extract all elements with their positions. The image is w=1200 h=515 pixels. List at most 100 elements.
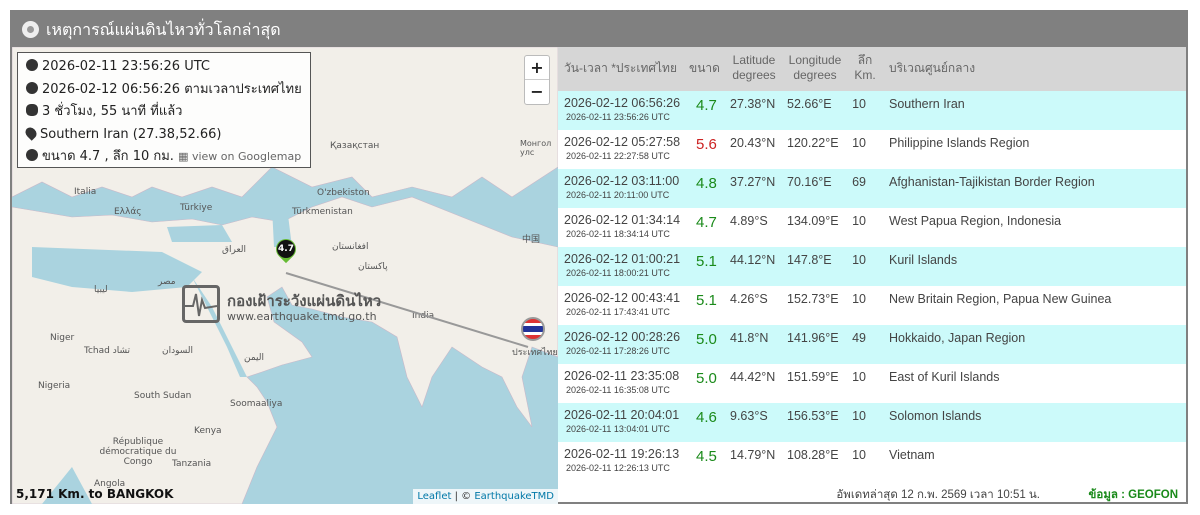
map-label: العراق: [222, 245, 247, 255]
thai-time: 2026-02-11 19:26:13: [564, 447, 680, 461]
event-info-box: 2026-02-11 23:56:26 UTC 2026-02-12 06:56…: [17, 52, 311, 168]
utc-time: 2026-02-11 23:56:26 UTC: [566, 112, 670, 122]
zoom-out-button[interactable]: −: [530, 82, 544, 101]
region: New Britain Region, Papua New Guinea: [889, 292, 1112, 306]
thailand-flag-marker-icon[interactable]: [521, 317, 545, 341]
longitude: 120.22°E: [787, 136, 839, 150]
latitude: 44.42°N: [730, 370, 776, 384]
depth: 10: [852, 253, 866, 267]
longitude: 151.59°E: [787, 370, 839, 384]
depth: 49: [852, 331, 866, 345]
map-label: اليمن: [244, 353, 265, 363]
magnitude: 4.8: [696, 175, 717, 192]
map-label: République démocratique du Congo: [99, 437, 177, 467]
map-label: Türkmenistan: [292, 207, 353, 217]
googlemap-link-label[interactable]: view on Googlemap: [191, 150, 302, 163]
map-label: Kenya: [194, 426, 222, 436]
map-label: ليبيا: [94, 285, 108, 295]
longitude: 147.8°E: [787, 253, 832, 267]
table-row[interactable]: 2026-02-12 01:00:21 2026-02-11 18:00:21 U…: [558, 247, 1186, 286]
thai-time: 2026-02-11 23:35:08: [564, 369, 680, 383]
earthquaketmd-link[interactable]: EarthquakeTMD: [474, 491, 554, 502]
earthquake-table: วัน-เวลา *ประเทศไทย ขนาด Latitude degree…: [558, 47, 1186, 504]
magnitude: 5.0: [696, 331, 717, 348]
col-depth: ลึก Km.: [854, 53, 876, 82]
depth: 10: [852, 370, 866, 384]
seismograph-icon: [182, 285, 220, 323]
table-row[interactable]: 2026-02-12 03:11:00 2026-02-11 20:11:00 U…: [558, 169, 1186, 208]
watermark-title: กองเฝ้าระวังแผ่นดินไหว: [227, 292, 382, 310]
utc-time: 2026-02-11 17:43:41 UTC: [566, 307, 670, 317]
table-row[interactable]: 2026-02-12 05:27:58 2026-02-11 22:27:58 U…: [558, 130, 1186, 169]
depth: 10: [852, 97, 866, 111]
map-attribution: Leaflet | © EarthquakeTMD: [413, 489, 558, 504]
latitude: 41.8°N: [730, 331, 769, 345]
latitude: 9.63°S: [730, 409, 768, 423]
depth: 10: [852, 448, 866, 462]
watermark-url: www.earthquake.tmd.go.th: [227, 310, 377, 323]
table-row[interactable]: 2026-02-12 00:28:26 2026-02-11 17:28:26 U…: [558, 325, 1186, 364]
table-row[interactable]: 2026-02-12 00:43:41 2026-02-11 17:43:41 U…: [558, 286, 1186, 325]
latitude: 14.79°N: [730, 448, 776, 462]
map-label: Қазақстан: [330, 141, 380, 151]
map-label: Italia: [74, 187, 97, 197]
map-label: Türkiye: [180, 203, 213, 213]
depth: 69: [852, 175, 866, 189]
longitude: 52.66°E: [787, 97, 832, 111]
region: Hokkaido, Japan Region: [889, 331, 1026, 345]
elapsed-time: 3 ชั่วโมง, 55 นาที ที่แล้ว: [42, 104, 183, 119]
depth: 10: [852, 292, 866, 306]
table-row[interactable]: 2026-02-11 23:35:08 2026-02-11 16:35:08 U…: [558, 364, 1186, 403]
longitude: 156.53°E: [787, 409, 839, 423]
location: Southern Iran (27.38,52.66): [40, 126, 222, 142]
col-datetime: วัน-เวลา *ประเทศไทย: [564, 61, 677, 75]
region: Solomon Islands: [889, 409, 982, 423]
latitude: 20.43°N: [730, 136, 776, 150]
map-label: O'zbekiston: [317, 188, 370, 198]
latitude: 44.12°N: [730, 253, 776, 267]
table-row[interactable]: 2026-02-11 20:04:01 2026-02-11 13:04:01 U…: [558, 403, 1186, 442]
thai-time: 2026-02-12 00:43:41: [564, 291, 681, 305]
utc-time: 2026-02-11 20:11:00 UTC: [566, 190, 670, 200]
map-label: Soomaaliya: [230, 399, 283, 409]
clock-icon: [26, 59, 38, 71]
col-region: บริเวณศูนย์กลาง: [889, 61, 976, 75]
marker-magnitude[interactable]: 4.7: [277, 240, 295, 258]
leaflet-link[interactable]: Leaflet: [417, 491, 452, 502]
stopwatch-icon: [26, 104, 38, 116]
zoom-control: + −: [524, 55, 550, 105]
latitude: 4.26°S: [730, 292, 768, 306]
utc-time: 2026-02-11 12:26:13 UTC: [566, 463, 670, 473]
map[interactable]: Қазақстан O'zbekiston Türkmenistan Türki…: [12, 47, 558, 504]
magnitude: 5.1: [696, 292, 717, 309]
table-row[interactable]: 2026-02-12 06:56:26 2026-02-11 23:56:26 U…: [558, 91, 1186, 130]
region: Kuril Islands: [889, 253, 958, 267]
local-time: 2026-02-12 06:56:26 ตามเวลาประเทศไทย: [42, 81, 302, 97]
col-latitude: Latitude degrees: [732, 53, 776, 82]
region: Southern Iran: [889, 97, 965, 111]
latitude: 37.27°N: [730, 175, 776, 189]
depth: 10: [852, 136, 866, 150]
map-label: Tchad تشاد: [84, 346, 131, 356]
map-label: India: [412, 311, 435, 321]
table-row[interactable]: 2026-02-12 01:34:14 2026-02-11 18:34:14 U…: [558, 208, 1186, 247]
region: West Papua Region, Indonesia: [889, 214, 1062, 228]
thai-time: 2026-02-11 20:04:01: [564, 408, 680, 422]
data-source: ข้อมูล : GEOFON: [1088, 489, 1178, 501]
googlemap-link[interactable]: ▦ view on Googlemap: [178, 150, 302, 163]
table-row[interactable]: 2026-02-11 19:26:13 2026-02-11 12:26:13 U…: [558, 442, 1186, 481]
col-longitude: Longitude degrees: [788, 53, 842, 82]
region: East of Kuril Islands: [889, 370, 1000, 384]
magnitude: 4.7: [696, 97, 717, 114]
longitude: 141.96°E: [787, 331, 839, 345]
col-magnitude: ขนาด: [689, 61, 720, 75]
thai-time: 2026-02-12 01:34:14: [564, 213, 681, 227]
magnitude: 4.5: [696, 448, 717, 465]
magnitude: 5.6: [696, 136, 717, 153]
zoom-in-button[interactable]: +: [525, 56, 549, 80]
magnitude: 4.6: [696, 409, 717, 426]
table-footer: อัพเดทล่าสุด 12 ก.พ. 2569 เวลา 10:51 น. …: [558, 482, 1186, 504]
region: Vietnam: [889, 448, 935, 462]
magnitude: 5.1: [696, 253, 717, 270]
utc-time: 2026-02-11 17:28:26 UTC: [566, 346, 670, 356]
